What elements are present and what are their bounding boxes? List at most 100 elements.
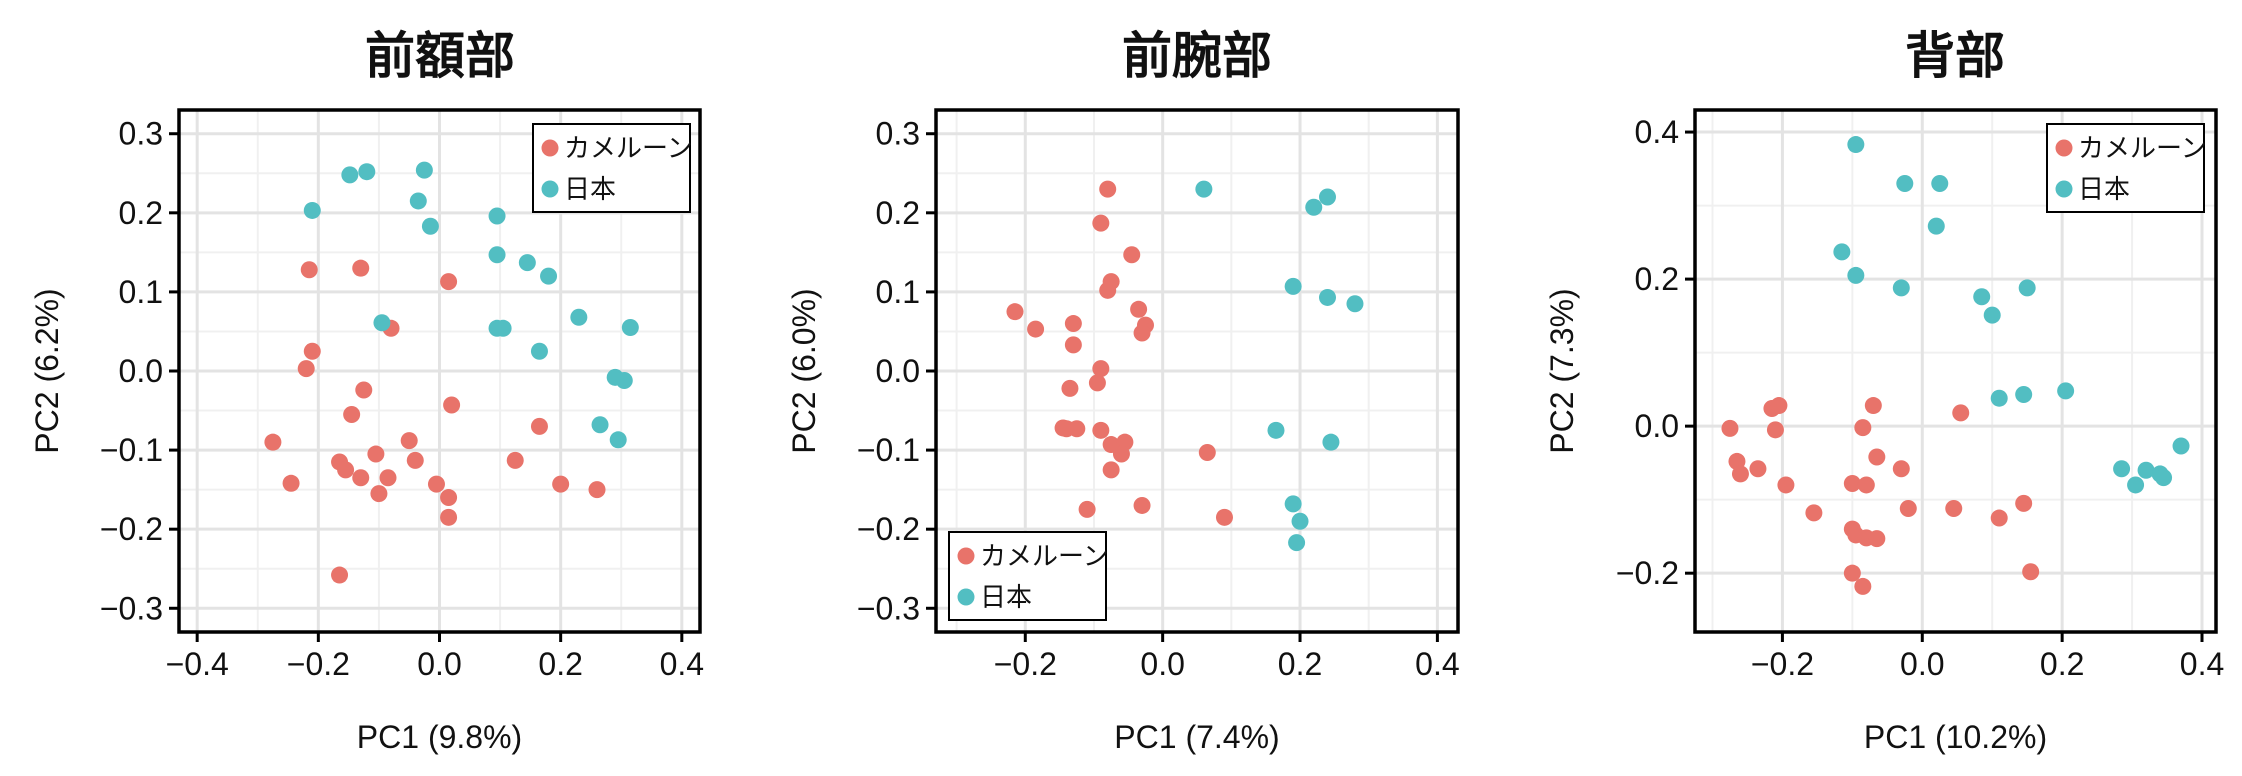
- data-point: [1092, 421, 1110, 439]
- data-point: [282, 474, 300, 492]
- data-point: [2057, 382, 2075, 400]
- data-point: [300, 261, 318, 279]
- data-point: [1078, 500, 1096, 518]
- panel-title: 前腕部: [1122, 27, 1272, 85]
- y-tick-label: −0.2: [857, 511, 920, 547]
- plot-frame: [1693, 108, 2218, 634]
- y-tick-label: 0.2: [119, 195, 163, 231]
- data-point: [352, 469, 370, 487]
- data-point: [609, 431, 627, 449]
- data-point: [1133, 324, 1151, 342]
- panel-title: 背部: [1905, 27, 2005, 85]
- y-axis-label: PC2 (6.2%): [29, 288, 65, 453]
- data-point: [588, 481, 606, 499]
- data-point: [1868, 530, 1886, 548]
- x-axis-label: PC1 (9.8%): [357, 719, 522, 755]
- data-point: [1064, 315, 1082, 333]
- data-point: [1899, 499, 1917, 517]
- legend-box: [532, 123, 691, 213]
- legend-marker: [957, 588, 975, 606]
- data-point: [440, 273, 458, 291]
- data-point: [1843, 564, 1861, 582]
- data-point: [1319, 288, 1336, 306]
- data-point: [409, 192, 427, 210]
- x-tick-label: 0.2: [2040, 646, 2084, 682]
- data-point: [297, 360, 315, 378]
- data-point: [1973, 288, 1991, 306]
- data-point: [570, 308, 588, 326]
- data-point: [1892, 460, 1910, 478]
- x-tick-label: 0.0: [1140, 646, 1184, 682]
- data-point: [373, 314, 391, 332]
- data-point: [1749, 460, 1767, 478]
- y-tick-label: 0.0: [119, 353, 163, 389]
- data-point: [1027, 320, 1045, 338]
- legend-marker: [2055, 180, 2073, 198]
- data-point: [1931, 175, 1949, 193]
- data-point: [352, 259, 370, 277]
- legend-label: カメルーン: [2078, 134, 2207, 164]
- data-point: [1215, 508, 1233, 526]
- data-point: [406, 451, 424, 469]
- data-point: [1896, 175, 1914, 193]
- data-point: [1291, 512, 1309, 530]
- y-tick-label: 0.0: [1635, 408, 1679, 444]
- data-point: [331, 566, 349, 584]
- y-tick-label: 0.3: [119, 116, 163, 152]
- data-point: [440, 508, 458, 526]
- data-point: [1322, 433, 1340, 451]
- legend-label: 日本: [564, 175, 616, 205]
- x-tick-label: 0.0: [1900, 646, 1944, 682]
- y-tick-label: 0.1: [876, 274, 920, 310]
- data-point: [1990, 509, 2008, 527]
- data-point: [1099, 180, 1117, 198]
- data-point: [2155, 469, 2173, 487]
- data-point: [1843, 474, 1861, 492]
- series-japan: [1195, 180, 1364, 552]
- data-point: [2172, 437, 2190, 455]
- legend-marker: [541, 139, 559, 157]
- x-tick-label: 0.4: [1415, 646, 1459, 682]
- data-point: [2022, 563, 2040, 581]
- y-tick-label: 0.4: [1635, 114, 1679, 150]
- y-tick-label: −0.3: [857, 590, 920, 626]
- legend-marker: [2055, 139, 2073, 157]
- scatter-panel-2: 前腕部 −0.2 0.0 0.2 0.4 −0.3 −0.2 −0.1 0.0 0.1 0.2 0.3…: [786, 27, 1460, 755]
- gridlines: [1695, 110, 2216, 632]
- data-point: [421, 217, 439, 235]
- y-tick-label: −0.2: [100, 511, 163, 547]
- data-point: [2113, 460, 2131, 478]
- data-point: [1099, 281, 1117, 299]
- data-point: [1092, 214, 1110, 232]
- data-point: [518, 254, 536, 272]
- gridlines: [936, 110, 1458, 632]
- y-tick-label: −0.1: [857, 432, 920, 468]
- series-japan: [303, 161, 639, 449]
- data-point: [1068, 420, 1086, 438]
- series-cameroon: [1721, 397, 2040, 595]
- y-tick-label: −0.2: [1616, 555, 1679, 591]
- legend-box: [948, 531, 1107, 621]
- data-point: [1854, 577, 1872, 595]
- data-point: [591, 416, 609, 434]
- y-tick-label: 0.2: [876, 195, 920, 231]
- data-point: [1006, 303, 1024, 321]
- y-tick-label: 0.2: [1635, 261, 1679, 297]
- data-point: [2127, 476, 2145, 494]
- x-tick-label: 0.4: [660, 646, 704, 682]
- data-point: [1284, 277, 1302, 295]
- data-point: [621, 319, 639, 336]
- legend-label: カメルーン: [980, 542, 1109, 572]
- y-axis-label: PC2 (7.3%): [1544, 288, 1580, 453]
- data-point: [443, 396, 461, 414]
- data-point: [1731, 465, 1749, 483]
- data-point: [1990, 389, 2008, 407]
- series-japan: [1833, 136, 2190, 494]
- data-point: [1983, 306, 2001, 324]
- data-point: [358, 163, 376, 181]
- data-point: [1064, 336, 1082, 354]
